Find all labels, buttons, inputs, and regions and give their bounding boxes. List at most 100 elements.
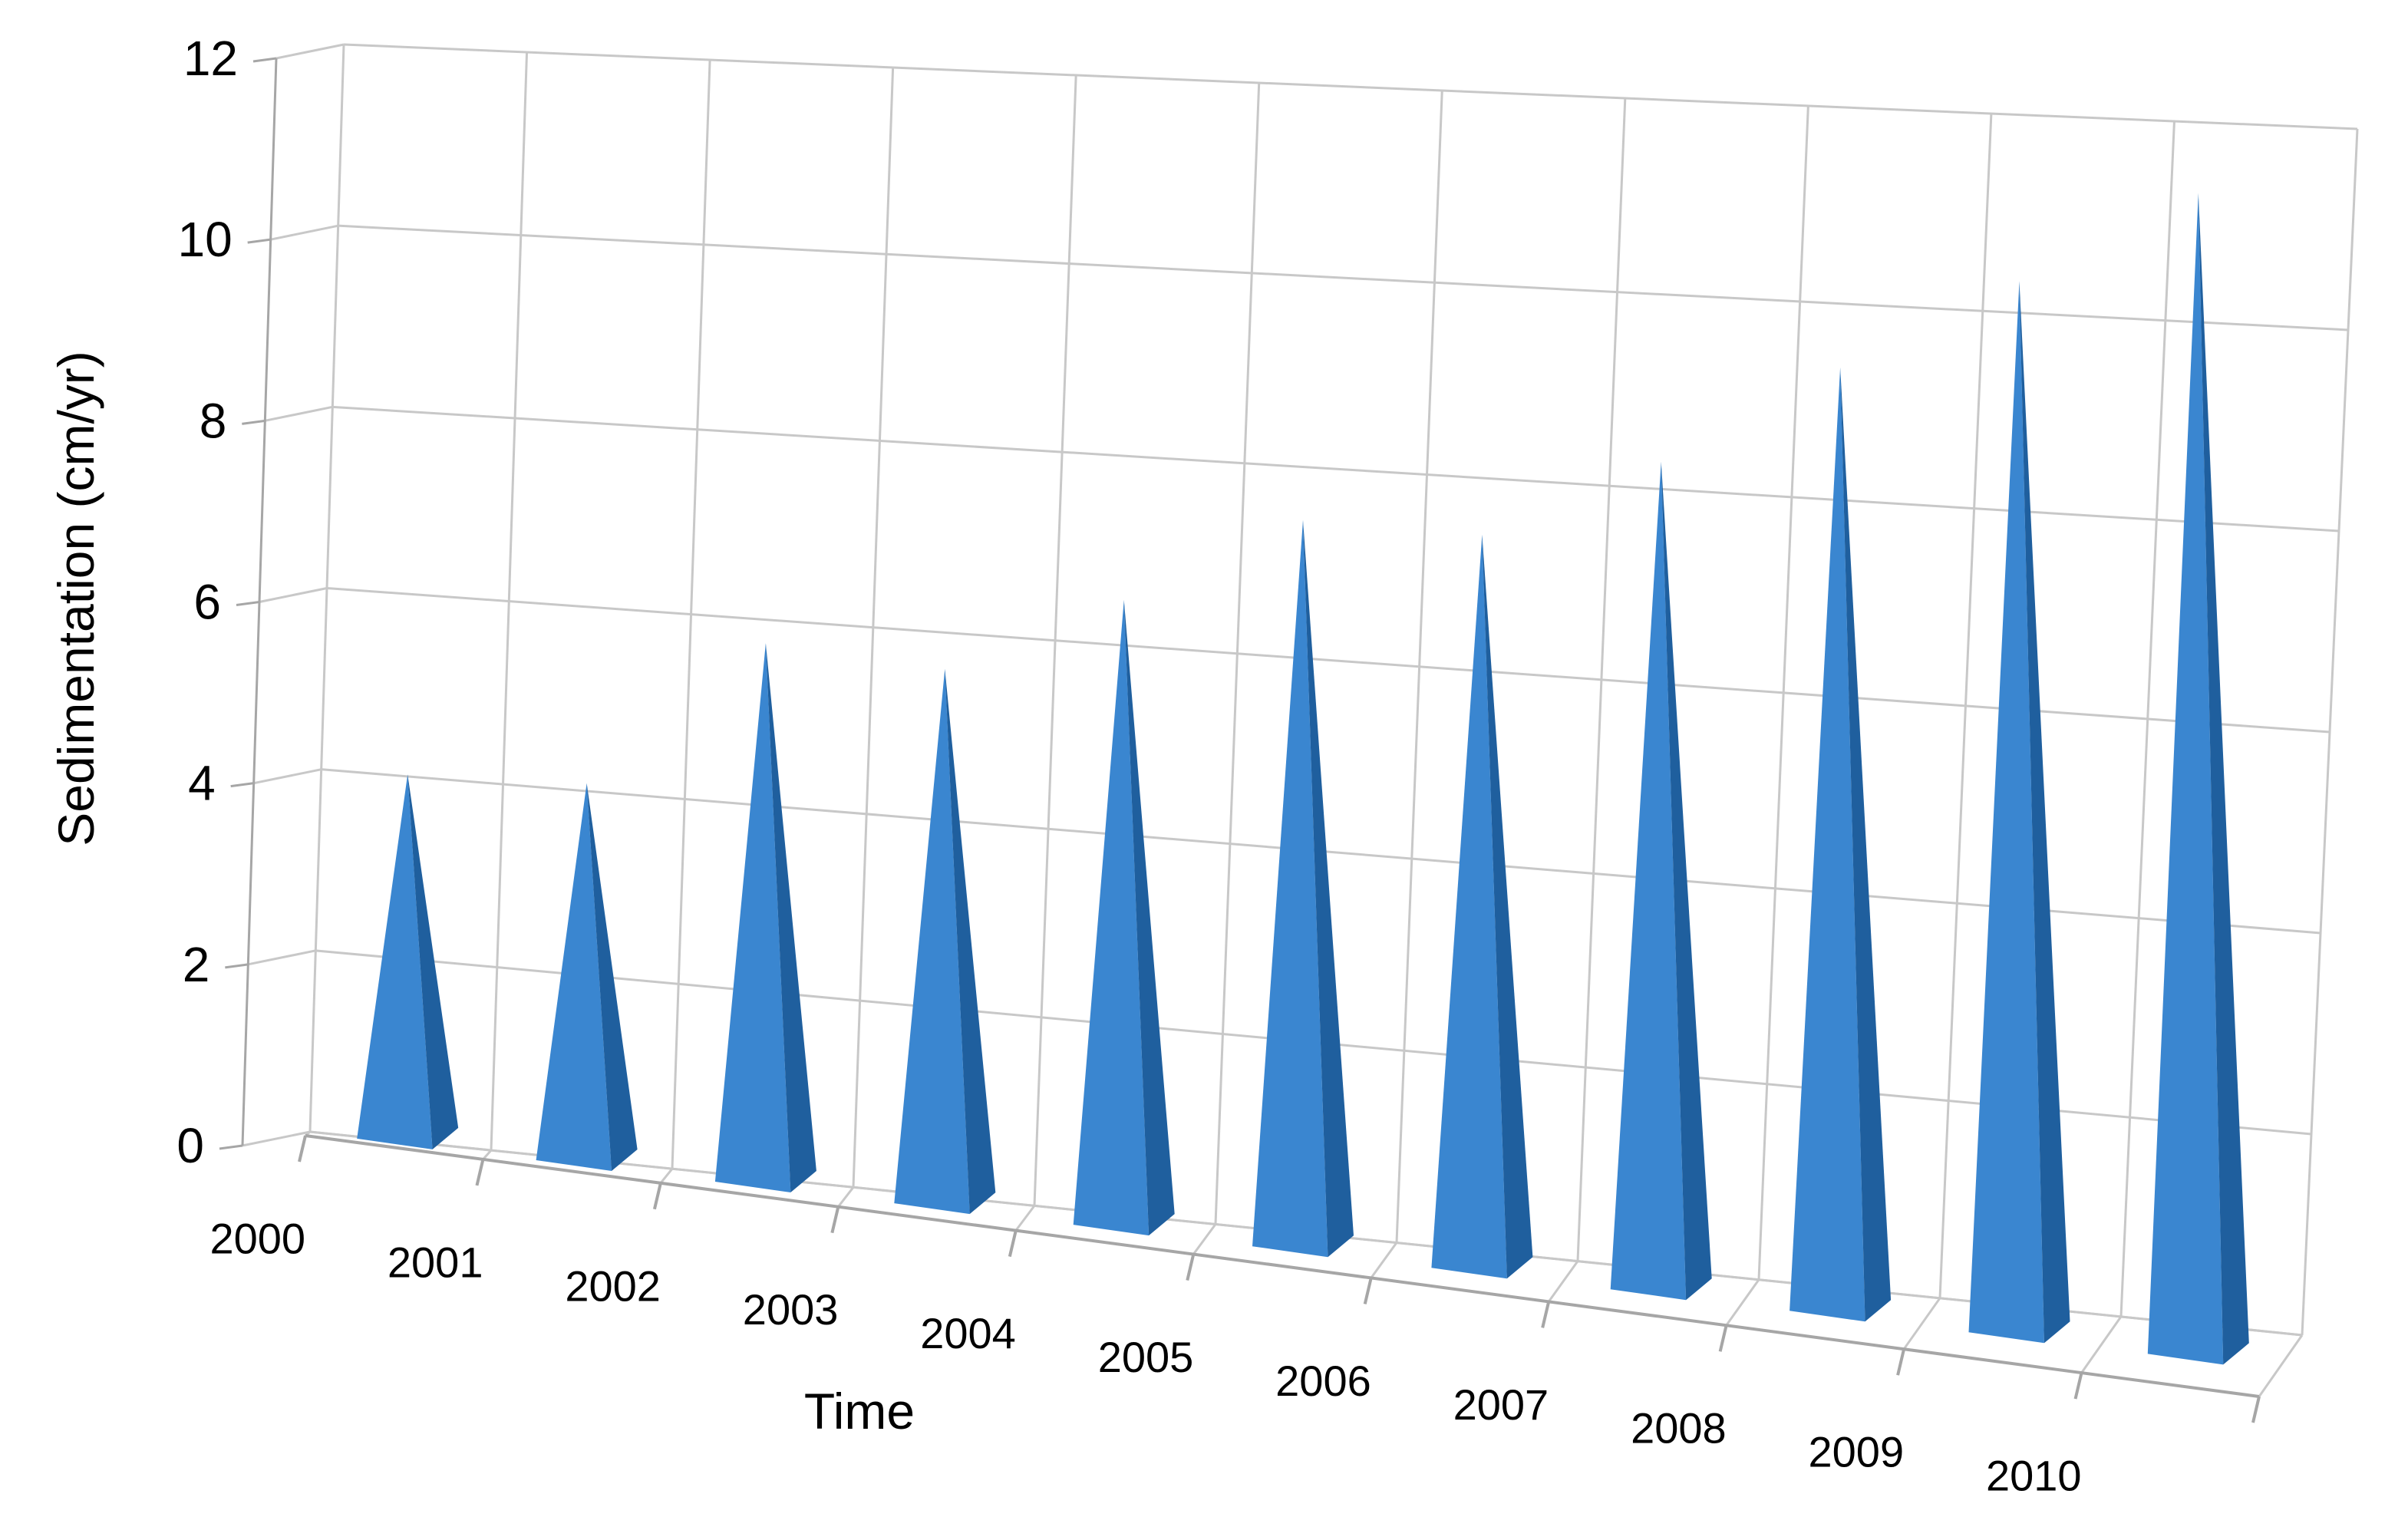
gridlines	[242, 43, 2359, 1397]
x-tick-label: 2002	[565, 1261, 661, 1310]
gridline-h	[343, 43, 2358, 130]
gridline-v	[490, 51, 529, 1151]
gridline-floor	[1192, 1223, 1217, 1255]
x-tick-mark	[1541, 1301, 1551, 1328]
bar-side-face	[586, 783, 638, 1171]
bar-2006	[1431, 534, 1533, 1279]
gridline-floor	[1725, 1278, 1760, 1327]
y-tick-mark	[225, 963, 249, 969]
bar-2000	[357, 774, 459, 1149]
y-tick-label: 4	[188, 756, 216, 811]
x-axis-title: Time	[804, 1383, 915, 1440]
bar-side-face	[407, 774, 459, 1149]
y-tick-mark	[242, 419, 266, 425]
y-tick-labels: 0 2 4 6 8 10 12	[176, 31, 238, 1173]
x-tick-label: 2000	[209, 1214, 305, 1262]
bar-2009	[1968, 281, 2070, 1344]
y-tick-label: 10	[177, 212, 232, 267]
gridline-floor	[1547, 1260, 1579, 1303]
gridline-side	[242, 1130, 311, 1147]
gridline-floor	[1014, 1205, 1036, 1232]
x-tick-label: 2008	[1631, 1404, 1727, 1453]
bar-front-face	[1610, 461, 1687, 1301]
bar-side-face	[2198, 193, 2249, 1365]
y-tick-mark	[219, 1144, 243, 1150]
gridline-floor	[659, 1168, 674, 1184]
bar-2003	[894, 668, 996, 1215]
bar-front-face	[1252, 519, 1328, 1258]
gridline-v	[852, 67, 895, 1188]
y-tick-mark	[230, 782, 254, 788]
y-tick-mark	[247, 238, 271, 244]
x-tick-mark	[2073, 1372, 2083, 1400]
gridline-side	[270, 224, 338, 241]
gridline-floor	[2258, 1334, 2304, 1397]
gridline-v	[1757, 105, 1809, 1280]
y-tick-label: 2	[183, 937, 210, 992]
gridline-side	[275, 43, 345, 60]
gridline-v	[2119, 120, 2175, 1317]
bars	[357, 193, 2249, 1365]
bar-2010	[2147, 193, 2249, 1365]
bar-front-face	[1790, 367, 1865, 1322]
y-tick-mark	[252, 57, 277, 63]
gridline-v	[2301, 128, 2359, 1336]
gridline-v	[1395, 90, 1443, 1243]
x-tick-mark	[830, 1206, 840, 1234]
x-tick-label: 2005	[1098, 1333, 1194, 1381]
gridline-v	[1576, 97, 1627, 1261]
x-tick-labels: 2000 2001 2002 2003 2004 2005 2006 2007 2008 2009…	[209, 1214, 2081, 1499]
gridline-h	[338, 224, 2349, 331]
x-tick-mark	[1896, 1348, 1906, 1376]
bar-front-face	[536, 783, 612, 1171]
x-tick-label: 2004	[920, 1309, 1016, 1357]
gridline-side	[248, 949, 316, 966]
bar-2001	[536, 783, 638, 1171]
y-tick-mark	[236, 601, 260, 606]
gridline-floor	[2080, 1316, 2123, 1374]
bar-side-face	[1303, 519, 1354, 1258]
bar-side-face	[1123, 599, 1175, 1236]
bar-2008	[1790, 367, 1892, 1322]
y-tick-label: 12	[183, 31, 238, 86]
bar-side-face	[1482, 534, 1533, 1279]
x-tick-mark	[475, 1159, 485, 1186]
bar-side-face	[765, 643, 816, 1192]
gridline-side	[253, 768, 322, 785]
gridline-v	[1214, 82, 1261, 1225]
bar-2005	[1252, 519, 1354, 1258]
gridline-h	[332, 405, 2340, 533]
x-tick-label: 2003	[743, 1285, 839, 1334]
x-tick-label: 2009	[1809, 1428, 1905, 1476]
x-tick-mark	[1008, 1230, 1018, 1258]
x-tick-label: 2010	[1986, 1452, 2082, 1500]
gridline-h	[326, 587, 2330, 734]
gridline-v	[1938, 113, 1993, 1298]
bar-front-face	[1968, 281, 2044, 1344]
bar-front-face	[894, 668, 970, 1215]
gridline-v	[1033, 74, 1077, 1206]
bar-2004	[1073, 599, 1175, 1236]
y-tick-label: 8	[200, 393, 227, 448]
x-tick-label: 2007	[1453, 1380, 1549, 1429]
bar-side-face	[945, 668, 996, 1215]
x-tick-label: 2001	[388, 1238, 483, 1286]
bar-2002	[714, 643, 816, 1192]
bar-front-face	[1431, 534, 1507, 1279]
gridline-side	[265, 405, 333, 422]
x-tick-mark	[652, 1182, 662, 1210]
bar-side-face	[2019, 281, 2070, 1344]
bar-front-face	[2147, 193, 2224, 1365]
gridline-floor	[1902, 1297, 1941, 1350]
x-tick-mark	[1718, 1324, 1728, 1352]
gridline-v	[671, 59, 711, 1169]
gridline-floor	[1370, 1242, 1398, 1279]
bar-side-face	[1840, 367, 1892, 1322]
gridline-side	[259, 587, 328, 603]
y-tick-label: 6	[193, 575, 221, 630]
bar-side-face	[1661, 461, 1712, 1301]
y-tick-label: 0	[176, 1118, 204, 1173]
gridline-floor	[482, 1149, 493, 1160]
